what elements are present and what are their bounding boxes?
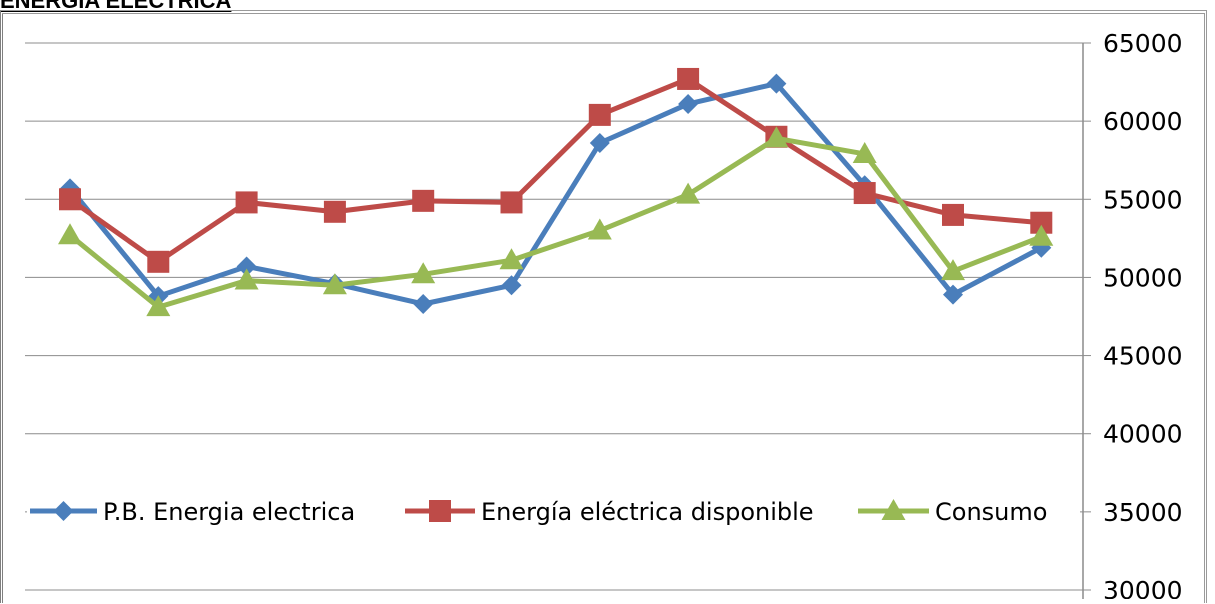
data-point-marker xyxy=(235,191,258,214)
data-point-marker xyxy=(147,250,170,273)
data-point-marker xyxy=(413,293,434,314)
series-group xyxy=(58,67,1054,317)
data-point-marker xyxy=(678,93,699,114)
data-point-marker xyxy=(322,273,347,295)
y-tick-label: 35000 xyxy=(1103,498,1183,527)
data-point-marker xyxy=(941,259,965,281)
data-point-marker xyxy=(943,284,963,305)
legend-box: P.B. Energia electrica Energía eléctrica … xyxy=(27,489,1080,533)
data-point-marker xyxy=(500,191,523,214)
legend-item: Consumo xyxy=(858,498,1047,526)
data-point-marker xyxy=(1029,224,1054,246)
data-point-marker xyxy=(677,67,700,90)
series-2 xyxy=(59,67,1053,273)
data-point-marker xyxy=(587,218,612,240)
data-point-marker xyxy=(499,248,524,270)
data-point-marker xyxy=(588,103,611,126)
series-line xyxy=(68,135,1043,310)
y-tick-label: 65000 xyxy=(1103,29,1183,58)
data-point-marker xyxy=(766,73,787,94)
data-point-marker xyxy=(429,500,451,522)
y-tick-label: 60000 xyxy=(1103,107,1183,136)
data-point-marker xyxy=(852,141,877,163)
data-point-marker xyxy=(412,189,435,212)
series-1 xyxy=(60,73,1052,314)
y-tick-label: 50000 xyxy=(1103,263,1183,292)
data-point-marker xyxy=(676,182,701,204)
data-point-marker xyxy=(53,501,74,521)
gridlines xyxy=(25,42,1083,591)
legend-item: P.B. Energia electrica xyxy=(30,498,355,526)
data-point-marker xyxy=(942,203,964,226)
y-tick-label: 30000 xyxy=(1103,576,1183,599)
data-point-marker xyxy=(234,268,259,290)
data-point-marker xyxy=(1030,211,1053,234)
data-point-marker xyxy=(589,133,610,154)
data-point-marker xyxy=(411,262,436,284)
y-tick-label: 40000 xyxy=(1103,420,1183,449)
data-point-marker xyxy=(501,275,522,296)
series-3 xyxy=(58,126,1054,317)
chart-heading: ENERGIA ELECTRICA xyxy=(0,0,232,13)
data-point-marker xyxy=(146,295,171,317)
data-point-marker xyxy=(853,182,876,205)
legend-label: Energía eléctrica disponible xyxy=(481,498,814,526)
data-point-marker xyxy=(764,126,789,148)
data-point-marker xyxy=(881,499,906,520)
legend-label: Consumo xyxy=(935,498,1047,526)
legend-label: P.B. Energia electrica xyxy=(103,498,355,526)
data-point-marker xyxy=(59,188,81,211)
series-line xyxy=(68,81,1043,307)
data-point-marker xyxy=(323,200,346,223)
y-tick-label: 55000 xyxy=(1103,185,1183,214)
legend: P.B. Energia electrica Energía eléctrica … xyxy=(27,489,1080,533)
legend-item: Energía eléctrica disponible xyxy=(405,498,814,526)
y-tick-label: 45000 xyxy=(1103,342,1183,371)
data-point-marker xyxy=(58,223,82,245)
series-line xyxy=(68,76,1042,265)
line-chart: 65000 60000 55000 50000 45000 40000 35000 30000… xyxy=(25,29,1183,604)
data-point-marker xyxy=(236,256,257,277)
y-axis: 65000 60000 55000 50000 45000 40000 35000 30000 xyxy=(1082,29,1183,604)
chart-area: 65000 60000 55000 50000 45000 40000 35000 30000… xyxy=(0,10,1215,604)
